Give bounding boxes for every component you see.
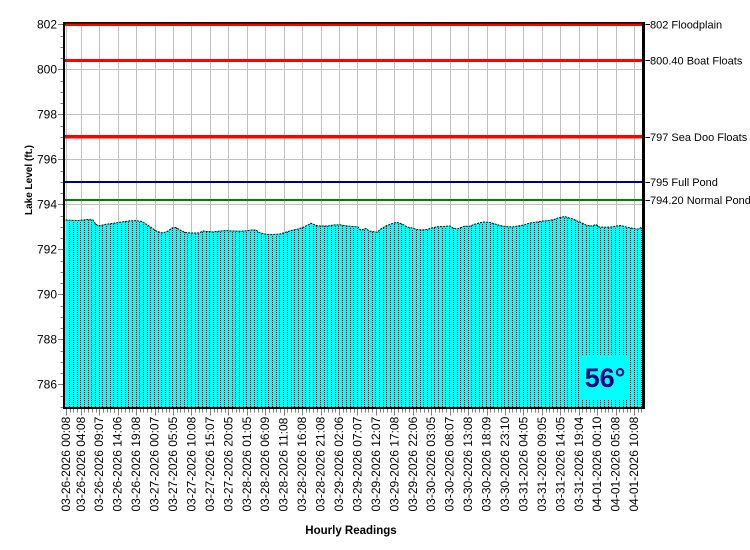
svg-text:56°: 56°	[585, 363, 626, 393]
svg-text:Hourly Readings: Hourly Readings	[305, 525, 396, 537]
svg-text:03-28-2026 16:08: 03-28-2026 16:08	[295, 416, 309, 511]
svg-text:03-28-2026 01:05: 03-28-2026 01:05	[240, 416, 254, 511]
svg-text:03-29-2026 02:06: 03-29-2026 02:06	[332, 416, 346, 511]
svg-text:03-26-2026 04:08: 03-26-2026 04:08	[74, 416, 88, 511]
svg-text:03-27-2026 10:08: 03-27-2026 10:08	[184, 416, 198, 511]
svg-text:03-26-2026 00:08: 03-26-2026 00:08	[59, 416, 73, 511]
svg-text:794: 794	[37, 197, 57, 211]
svg-text:04-01-2026 00:10: 04-01-2026 00:10	[590, 416, 604, 511]
svg-text:792: 792	[37, 242, 57, 256]
svg-text:03-29-2026 17:08: 03-29-2026 17:08	[387, 416, 401, 511]
svg-text:03-28-2026 06:09: 03-28-2026 06:09	[258, 416, 272, 511]
svg-text:800: 800	[37, 62, 57, 76]
svg-text:03-28-2026 21:08: 03-28-2026 21:08	[314, 416, 328, 511]
svg-text:03-31-2026 14:05: 03-31-2026 14:05	[553, 416, 567, 511]
svg-text:03-29-2026 12:07: 03-29-2026 12:07	[369, 416, 383, 511]
svg-text:03-30-2026 08:07: 03-30-2026 08:07	[443, 416, 457, 511]
svg-text:Lake Level (ft.): Lake Level (ft.)	[24, 145, 35, 215]
svg-text:796: 796	[37, 152, 57, 166]
svg-text:798: 798	[37, 107, 57, 121]
svg-text:03-30-2026 03:05: 03-30-2026 03:05	[424, 416, 438, 511]
svg-text:03-27-2026 05:05: 03-27-2026 05:05	[166, 416, 180, 511]
svg-text:03-27-2026 15:07: 03-27-2026 15:07	[203, 416, 217, 511]
svg-text:788: 788	[37, 332, 57, 346]
svg-text:04-01-2026 10:08: 04-01-2026 10:08	[627, 416, 641, 511]
svg-text:03-31-2026 19:04: 03-31-2026 19:04	[572, 416, 586, 511]
svg-text:03-30-2026 13:08: 03-30-2026 13:08	[461, 416, 475, 511]
svg-text:03-31-2026 04:05: 03-31-2026 04:05	[516, 416, 530, 511]
svg-text:04-01-2026 05:08: 04-01-2026 05:08	[609, 416, 623, 511]
svg-text:03-26-2026 19:08: 03-26-2026 19:08	[129, 416, 143, 511]
svg-text:800.40 Boat Floats: 800.40 Boat Floats	[650, 55, 743, 67]
svg-text:03-28-2026 11:08: 03-28-2026 11:08	[277, 417, 291, 511]
svg-text:03-31-2026 09:05: 03-31-2026 09:05	[535, 416, 549, 511]
svg-text:794.20 Normal Pond: 794.20 Normal Pond	[650, 195, 750, 207]
svg-text:795 Full Pond: 795 Full Pond	[650, 177, 718, 189]
svg-text:03-26-2026 14:06: 03-26-2026 14:06	[111, 416, 125, 511]
svg-text:797 Sea Doo Floats: 797 Sea Doo Floats	[650, 132, 748, 144]
svg-text:03-30-2026 18:09: 03-30-2026 18:09	[480, 416, 494, 511]
svg-text:03-27-2026 20:05: 03-27-2026 20:05	[221, 416, 235, 511]
svg-text:03-27-2026 00:07: 03-27-2026 00:07	[148, 416, 162, 511]
svg-text:03-29-2026 22:06: 03-29-2026 22:06	[406, 416, 420, 511]
svg-text:786: 786	[37, 377, 57, 391]
svg-text:802 Floodplain: 802 Floodplain	[650, 19, 722, 31]
svg-text:790: 790	[37, 287, 57, 301]
svg-text:03-29-2026 07:07: 03-29-2026 07:07	[350, 416, 364, 511]
svg-text:802: 802	[37, 17, 57, 31]
svg-text:03-26-2026 09:07: 03-26-2026 09:07	[92, 416, 106, 511]
svg-text:03-30-2026 23:10: 03-30-2026 23:10	[498, 416, 512, 511]
